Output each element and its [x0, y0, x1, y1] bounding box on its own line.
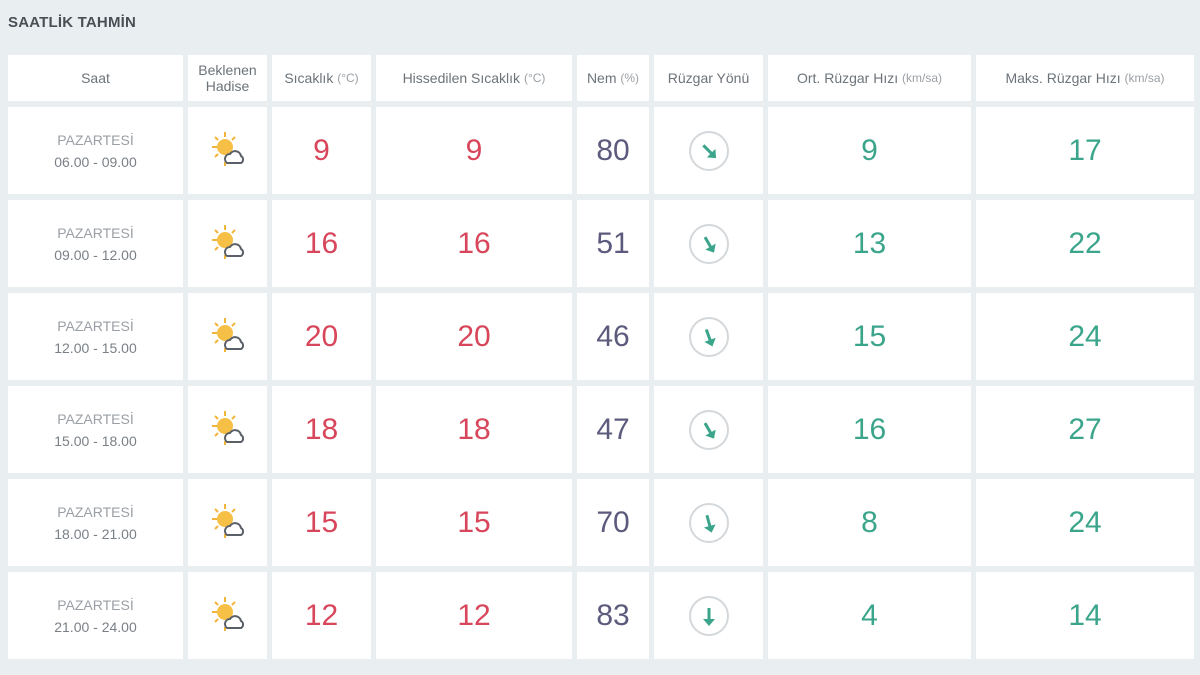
- avg-wind-speed: 4: [768, 572, 971, 659]
- wind-arrow-icon: [703, 328, 716, 346]
- wind-direction-cell: [654, 479, 763, 566]
- header-label: Hissedilen Sıcaklık: [402, 70, 521, 86]
- header-hadise: Beklenen Hadise: [188, 55, 267, 101]
- avg-wind-speed: 15: [768, 293, 971, 380]
- time-cell: PAZARTESİ 06.00 - 09.00: [8, 107, 183, 194]
- max-wind-speed: 22: [976, 200, 1194, 287]
- temperature: 12: [272, 572, 371, 659]
- max-wind-speed: 17: [976, 107, 1194, 194]
- wind-direction-dial: [688, 223, 729, 264]
- temperature: 18: [272, 386, 371, 473]
- wind-arrow-icon: [703, 235, 716, 253]
- day-label: PAZARTESİ: [57, 317, 134, 334]
- header-sicaklik: Sıcaklık (°C): [272, 55, 371, 101]
- wind-arrow-icon: [703, 421, 716, 439]
- time-cell: PAZARTESİ 21.00 - 24.00: [8, 572, 183, 659]
- header-unit: (km/sa): [902, 71, 943, 85]
- partly-cloudy-icon: [188, 572, 267, 659]
- wind-direction-dial: [688, 595, 729, 636]
- time-range: 12.00 - 15.00: [54, 339, 137, 356]
- feels-like: 20: [376, 293, 572, 380]
- wind-arrow-icon: [701, 143, 716, 158]
- time-range: 18.00 - 21.00: [54, 525, 137, 542]
- avg-wind-speed: 13: [768, 200, 971, 287]
- partly-cloudy-icon: [188, 200, 267, 287]
- time-range: 09.00 - 12.00: [54, 246, 137, 263]
- time-cell: PAZARTESİ 15.00 - 18.00: [8, 386, 183, 473]
- feels-like: 18: [376, 386, 572, 473]
- time-cell: PAZARTESİ 09.00 - 12.00: [8, 200, 183, 287]
- header-nem: Nem (%): [577, 55, 649, 101]
- header-ort-ruzgar: Ort. Rüzgar Hızı (km/sa): [768, 55, 971, 101]
- avg-wind-speed: 16: [768, 386, 971, 473]
- header-hissedilen: Hissedilen Sıcaklık (°C): [376, 55, 572, 101]
- humidity: 46: [577, 293, 649, 380]
- wind-direction-dial: [688, 409, 729, 450]
- wind-direction-cell: [654, 386, 763, 473]
- avg-wind-speed: 8: [768, 479, 971, 566]
- humidity: 83: [577, 572, 649, 659]
- wind-direction-dial: [688, 502, 729, 543]
- time-cell: PAZARTESİ 18.00 - 21.00: [8, 479, 183, 566]
- temperature: 16: [272, 200, 371, 287]
- partly-cloudy-icon: [188, 293, 267, 380]
- max-wind-speed: 24: [976, 479, 1194, 566]
- header-label: Maks. Rüzgar Hızı: [1005, 70, 1121, 86]
- feels-like: 16: [376, 200, 572, 287]
- header-saat: Saat: [8, 55, 183, 101]
- time-range: 15.00 - 18.00: [54, 432, 137, 449]
- humidity: 80: [577, 107, 649, 194]
- time-cell: PAZARTESİ 12.00 - 15.00: [8, 293, 183, 380]
- wind-arrow-icon: [702, 607, 715, 626]
- time-range: 06.00 - 09.00: [54, 153, 137, 170]
- day-label: PAZARTESİ: [57, 410, 134, 427]
- hourly-forecast-table: Saat Beklenen Hadise Sıcaklık (°C) Hisse…: [8, 55, 1194, 659]
- partly-cloudy-icon: [188, 386, 267, 473]
- max-wind-speed: 14: [976, 572, 1194, 659]
- temperature: 15: [272, 479, 371, 566]
- partly-cloudy-icon: [188, 107, 267, 194]
- humidity: 70: [577, 479, 649, 566]
- day-label: PAZARTESİ: [57, 131, 134, 148]
- humidity: 47: [577, 386, 649, 473]
- wind-direction-dial: [688, 316, 729, 357]
- header-maks-ruzgar: Maks. Rüzgar Hızı (km/sa): [976, 55, 1194, 101]
- wind-direction-cell: [654, 107, 763, 194]
- header-unit: (km/sa): [1124, 71, 1165, 85]
- feels-like: 9: [376, 107, 572, 194]
- day-label: PAZARTESİ: [57, 503, 134, 520]
- header-label: Ort. Rüzgar Hızı: [796, 70, 899, 86]
- max-wind-speed: 27: [976, 386, 1194, 473]
- wind-arrow-icon: [703, 514, 716, 533]
- feels-like: 15: [376, 479, 572, 566]
- wind-direction-cell: [654, 200, 763, 287]
- day-label: PAZARTESİ: [57, 224, 134, 241]
- header-label: Nem: [586, 70, 617, 86]
- max-wind-speed: 24: [976, 293, 1194, 380]
- feels-like: 12: [376, 572, 572, 659]
- temperature: 9: [272, 107, 371, 194]
- header-unit: (°C): [337, 71, 359, 85]
- avg-wind-speed: 9: [768, 107, 971, 194]
- temperature: 20: [272, 293, 371, 380]
- day-label: PAZARTESİ: [57, 596, 134, 613]
- wind-direction-cell: [654, 293, 763, 380]
- section-title: SAATLİK TAHMİN: [8, 14, 137, 31]
- header-ruzgar-yonu: Rüzgar Yönü: [654, 55, 763, 101]
- humidity: 51: [577, 200, 649, 287]
- wind-direction-dial: [688, 130, 729, 171]
- wind-direction-cell: [654, 572, 763, 659]
- header-label: Sıcaklık: [284, 70, 334, 86]
- header-unit: (%): [620, 71, 640, 85]
- partly-cloudy-icon: [188, 479, 267, 566]
- header-unit: (°C): [523, 71, 546, 85]
- time-range: 21.00 - 24.00: [54, 618, 137, 635]
